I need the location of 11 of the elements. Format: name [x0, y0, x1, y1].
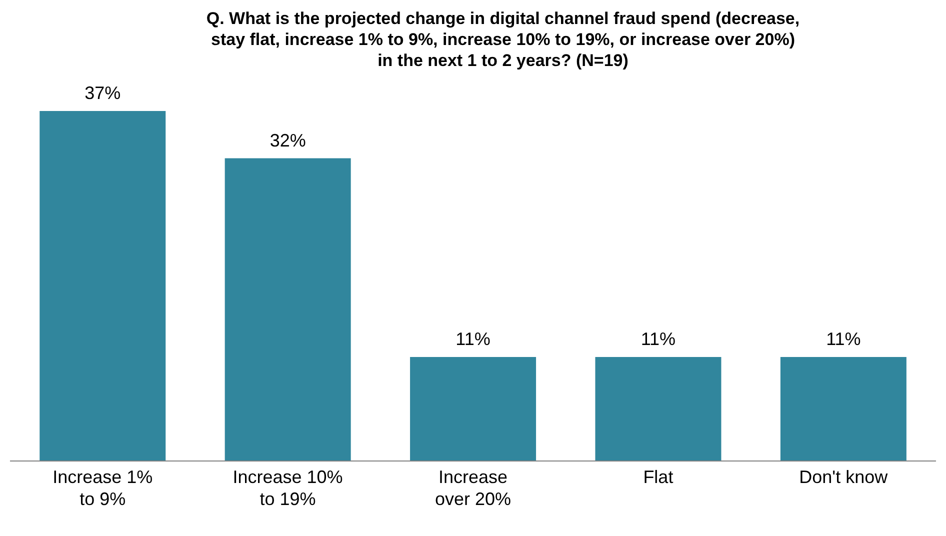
x-tick-label: Don't know — [799, 467, 889, 487]
data-label: 11% — [826, 328, 861, 349]
data-label: 37% — [84, 83, 121, 103]
x-tick-label: Increase over 20% — [434, 467, 512, 509]
data-label: 11% — [456, 328, 490, 349]
data-label: 11% — [640, 328, 676, 349]
x-tick-label: Increase 10% to 19% — [232, 467, 343, 509]
data-label: 32% — [270, 130, 306, 150]
x-tick-label: Flat — [643, 467, 674, 487]
chart-title: Q. What is the projected change in digital channel fraud spend (decrease, stay flat, increase 1% to 9%, increase 10% to 19%, or increase over 20%) in the next 1 to 2 years? (N=19) — [205, 8, 801, 71]
x-tick-label: Increase 1% to 9% — [52, 467, 153, 509]
